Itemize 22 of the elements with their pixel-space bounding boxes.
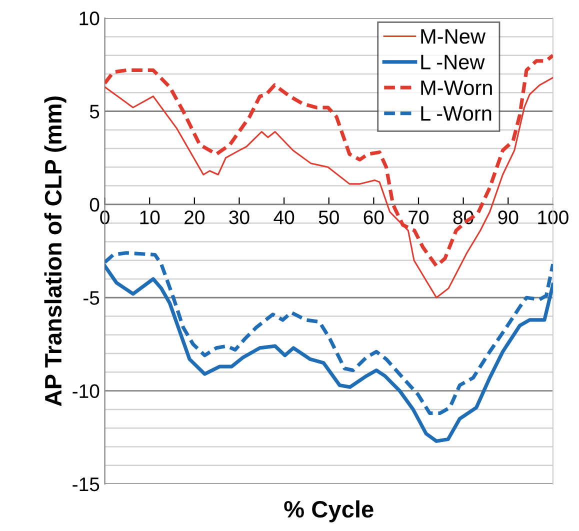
x-tick-label: 0 — [100, 210, 110, 224]
legend-label: L -New — [421, 54, 485, 70]
x-axis-title: % Cycle — [284, 500, 374, 522]
y-tick-label: -5 — [84, 291, 100, 305]
x-tick-label: 100 — [538, 210, 568, 224]
y-tick-label: 10 — [80, 12, 100, 26]
x-tick-label: 20 — [184, 210, 204, 224]
y-tick-label: -10 — [72, 384, 100, 398]
x-tick-label: 70 — [408, 210, 429, 224]
y-tick-label: 0 — [90, 198, 100, 212]
y-tick-label: -15 — [72, 478, 100, 492]
y-tick-label: 5 — [90, 104, 100, 118]
x-tick-label: 40 — [274, 210, 294, 224]
legend-label: M-Worn — [421, 80, 492, 96]
x-tick-label: 10 — [140, 210, 160, 224]
x-tick-label: 60 — [364, 210, 384, 224]
x-tick-label: 90 — [498, 210, 518, 224]
x-tick-label: 30 — [229, 210, 250, 224]
x-tick-label: 50 — [318, 210, 339, 224]
legend-label: L -Worn — [421, 106, 492, 121]
y-axis-title: AP Translation of CLP (mm) — [44, 96, 66, 406]
legend-label: M-New — [421, 29, 486, 44]
